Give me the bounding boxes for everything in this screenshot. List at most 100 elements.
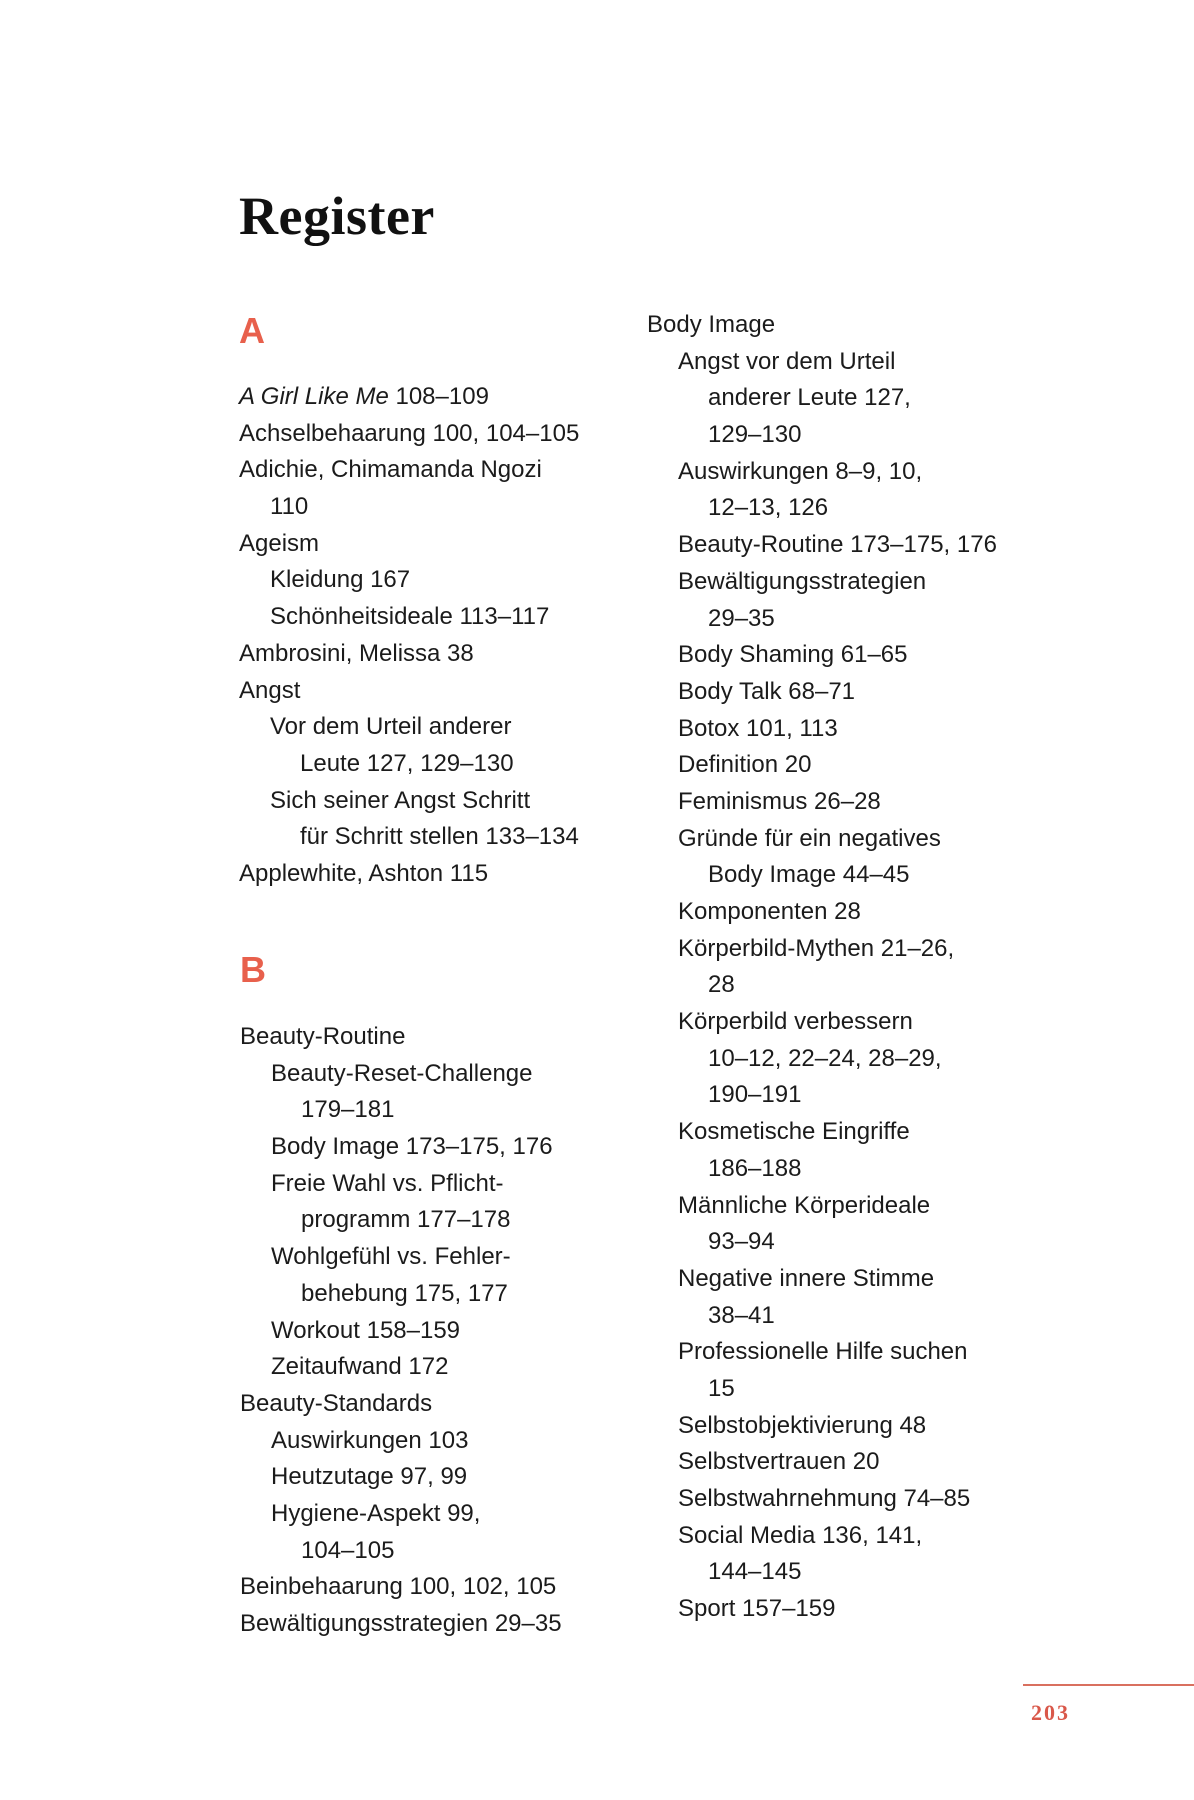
index-entry-line: Professionelle Hilfe suchen — [647, 1334, 997, 1371]
index-entry-line: 28 — [647, 967, 997, 1004]
index-entry-line: Komponenten 28 — [647, 894, 997, 931]
entry-text: Body Image 173–175, 176 — [271, 1133, 553, 1161]
entry-text: 108–109 — [388, 383, 489, 410]
entry-text: Schönheitsideale 113–117 — [270, 603, 550, 631]
entry-text: Angst vor dem Urteil — [678, 347, 896, 375]
index-entry-line: Definition 20 — [647, 747, 997, 784]
entry-text: Vor dem Urteil anderer — [270, 713, 512, 741]
index-entry-line: 186–188 — [647, 1151, 997, 1188]
index-entry-line: 12–13, 126 — [647, 490, 997, 527]
entry-text: 186–188 — [708, 1154, 802, 1182]
index-list-a: A Girl Like Me 108–109 Achselbehaarung 10… — [239, 379, 579, 893]
index-entry-line: Adichie, Chimamanda Ngozi — [239, 452, 579, 489]
index-entry-line: programm 177–178 — [240, 1202, 562, 1239]
page-title: Register — [239, 186, 435, 246]
entry-text: Professionelle Hilfe suchen — [678, 1338, 968, 1366]
entry-text: Beauty-Standards — [240, 1389, 433, 1417]
entry-text: Botox 101, 113 — [678, 714, 838, 742]
entry-text: Applewhite, Ashton 115 — [239, 859, 489, 887]
index-entry-line: Beauty-Routine — [240, 1019, 562, 1056]
entry-text: Komponenten 28 — [678, 898, 861, 925]
index-entry-line: Beauty-Reset-Challenge — [240, 1056, 562, 1093]
index-entry-line: 38–41 — [647, 1298, 997, 1335]
index-entry-line: Vor dem Urteil anderer — [239, 709, 579, 746]
entry-text: programm 177–178 — [301, 1206, 511, 1234]
entry-text: 190–191 — [708, 1081, 802, 1109]
entry-text: Gründe für ein negatives — [678, 824, 941, 852]
index-entry-line: Leute 127, 129–130 — [239, 746, 579, 783]
entry-text: Body Talk 68–71 — [678, 677, 856, 705]
section-letter-a: A — [239, 310, 265, 351]
index-entry-line: Beauty-Routine 173–175, 176 — [647, 527, 997, 564]
index-entry-line: Sich seiner Angst Schritt — [239, 783, 579, 820]
index-entry-line: Selbstwahrnehmung 74–85 — [647, 1481, 997, 1518]
index-entry-line: Körperbild verbessern — [647, 1004, 997, 1041]
entry-text: 29–35 — [708, 604, 775, 632]
entry-text: anderer Leute 127, — [708, 384, 911, 412]
entry-text: 38–41 — [708, 1301, 775, 1329]
index-entry-line: Achselbehaarung 100, 104–105 — [239, 416, 579, 453]
index-entry-line: Gründe für ein negatives — [647, 821, 997, 858]
index-entry-line: Social Media 136, 141, — [647, 1518, 997, 1555]
index-entry-line: Zeitaufwand 172 — [240, 1349, 562, 1386]
index-entry-line: Body Image 173–175, 176 — [240, 1129, 562, 1166]
index-entry-line: Kleidung 167 — [239, 562, 579, 599]
index-entry-line: Negative innere Stimme — [647, 1261, 997, 1298]
index-entry-line: Feminismus 26–28 — [647, 784, 997, 821]
index-entry-line: Hygiene-Aspekt 99, — [240, 1496, 562, 1533]
entry-text: Feminismus 26–28 — [678, 787, 881, 815]
entry-text: Beauty-Reset-Challenge — [271, 1059, 533, 1087]
entry-text: Negative innere Stimme — [678, 1264, 935, 1292]
entry-text: Body Image 44–45 — [708, 861, 910, 889]
entry-text: Bewältigungsstrategien 29–35 — [240, 1610, 562, 1637]
entry-text: Körperbild verbessern — [678, 1008, 913, 1036]
index-entry-line: 129–130 — [647, 417, 997, 454]
index-entry-line: Auswirkungen 103 — [240, 1423, 562, 1460]
index-entry-line: Heutzutage 97, 99 — [240, 1459, 562, 1496]
index-list-b: Beauty-Routine Beauty-Reset-Challenge 179–… — [240, 1019, 562, 1643]
index-entry-line: Body Talk 68–71 — [647, 674, 997, 711]
entry-text: 28 — [708, 971, 735, 999]
index-entry-line: 10–12, 22–24, 28–29, — [647, 1041, 997, 1078]
index-entry-line: Botox 101, 113 — [647, 711, 997, 748]
index-entry-line: Body Image — [647, 307, 997, 344]
entry-text: Hygiene-Aspekt 99, — [271, 1499, 481, 1527]
entry-text: 129–130 — [708, 421, 802, 449]
entry-text: Beinbehaarung 100, 102, 105 — [240, 1573, 557, 1601]
entry-text: Adichie, Chimamanda Ngozi — [239, 456, 542, 484]
entry-text: Ageism — [239, 529, 320, 557]
index-entry-line: 179–181 — [240, 1092, 562, 1129]
entry-text: Workout 158–159 — [271, 1316, 461, 1344]
index-entry-line: Beauty-Standards — [240, 1386, 562, 1423]
entry-text: Achselbehaarung 100, 104–105 — [239, 419, 580, 447]
entry-text: Selbstwahrnehmung 74–85 — [678, 1485, 971, 1512]
entry-text: Beauty-Routine — [240, 1023, 406, 1050]
entry-text: 93–94 — [708, 1228, 775, 1256]
index-entry-line: Body Shaming 61–65 — [647, 637, 997, 674]
index-entry-line: für Schritt stellen 133–134 — [239, 819, 579, 856]
index-entry-line: Angst vor dem Urteil — [647, 344, 997, 381]
index-entry-line: A Girl Like Me 108–109 — [239, 379, 579, 416]
entry-text: 144–145 — [708, 1558, 802, 1586]
index-list-right: Body Image Angst vor dem Urteil anderer Le… — [647, 307, 997, 1628]
index-entry-line: Sport 157–159 — [647, 1591, 997, 1628]
entry-text: Heutzutage 97, 99 — [271, 1463, 468, 1491]
entry-text: Angst — [239, 676, 301, 704]
index-entry-line: Ageism — [239, 526, 579, 563]
index-entry-line: Angst — [239, 673, 579, 710]
index-entry-line: Workout 158–159 — [240, 1313, 562, 1350]
page-number: 203 — [1031, 1700, 1070, 1725]
entry-text: Body Shaming 61–65 — [678, 641, 908, 669]
index-entry-line: Schönheitsideale 113–117 — [239, 599, 579, 636]
entry-text: 110 — [270, 493, 309, 521]
index-entry-line: 104–105 — [240, 1533, 562, 1570]
entry-text: Kleidung 167 — [270, 566, 411, 594]
index-entry-line: Bewältigungsstrategien 29–35 — [240, 1606, 562, 1643]
entry-text: Wohlgefühl vs. Fehler- — [271, 1243, 511, 1271]
entry-text: Ambrosini, Melissa 38 — [239, 639, 474, 667]
index-entry-line: Bewältigungsstrategien — [647, 564, 997, 601]
entry-text: Selbstvertrauen 20 — [678, 1448, 880, 1476]
index-entry-line: 190–191 — [647, 1077, 997, 1114]
entry-text: Beauty-Routine 173–175, 176 — [678, 531, 997, 559]
entry-text: 10–12, 22–24, 28–29, — [708, 1044, 942, 1072]
